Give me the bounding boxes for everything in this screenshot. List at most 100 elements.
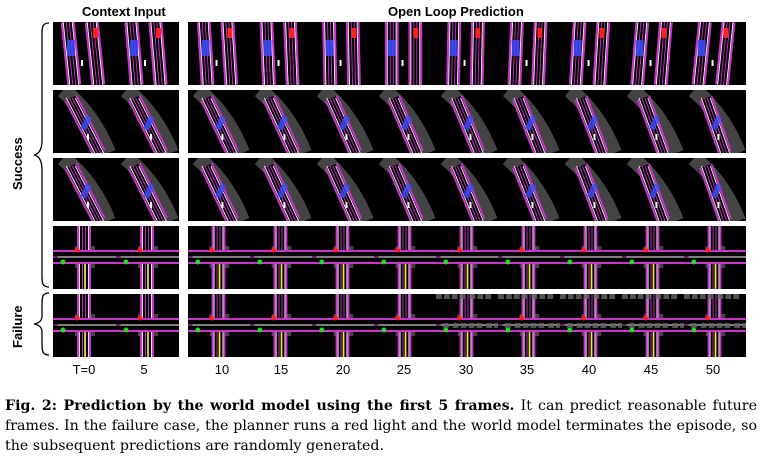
bev-frame [374, 226, 436, 289]
frame-image [254, 158, 312, 221]
frame-image [498, 294, 560, 357]
failure-brace [33, 292, 50, 356]
frame-image [384, 22, 423, 85]
time-label: 20 [335, 362, 351, 377]
frame-image [120, 158, 179, 221]
success-brace [33, 22, 50, 288]
figure-caption: Fig. 2: Prediction by the world model us… [5, 396, 757, 456]
time-label: 10 [214, 362, 230, 377]
time-label: 30 [458, 362, 474, 377]
frame-image [124, 22, 168, 85]
bev-frame [684, 158, 746, 221]
bev-frame [374, 90, 436, 153]
frame-image [626, 90, 684, 153]
frame-image [116, 294, 179, 357]
bev-frame [188, 22, 250, 85]
context-block [53, 294, 179, 357]
frame-image [57, 158, 116, 221]
frame-image [188, 294, 250, 357]
bev-frame [312, 158, 374, 221]
time-label: 15 [273, 362, 289, 377]
frame-image [436, 226, 498, 289]
bev-frame [560, 226, 622, 289]
bev-frame [250, 22, 312, 85]
frame-image [688, 90, 746, 153]
bev-frame [560, 22, 622, 85]
frame-image [446, 22, 485, 85]
frame-image [120, 90, 179, 153]
caption-text: It can predict reasonable future frames.… [5, 398, 757, 454]
frame-image [568, 22, 611, 85]
frame-image [250, 226, 312, 289]
bev-frame [188, 158, 250, 221]
bev-frame [436, 90, 498, 153]
context-block [53, 22, 179, 85]
bev-frame [250, 226, 312, 289]
bev-frame [250, 158, 312, 221]
frame-image [691, 22, 736, 85]
frame-image [502, 90, 560, 153]
frame-image [250, 294, 312, 357]
frame-image [374, 226, 436, 289]
time-axis: T=0 5 10 15 20 25 30 35 40 45 50 [0, 362, 764, 378]
context-input-header: Context Input [82, 4, 166, 19]
bev-frame [684, 90, 746, 153]
bev-frame [436, 22, 498, 85]
frame-image [630, 22, 673, 85]
frame-image [254, 90, 312, 153]
bev-frame [188, 90, 250, 153]
frame-image [53, 226, 116, 289]
bev-frame [684, 294, 746, 357]
prediction-block [188, 226, 746, 289]
bev-frame [622, 294, 684, 357]
bev-frame [498, 22, 560, 85]
frame-image [312, 226, 374, 289]
frame-image [316, 90, 374, 153]
bev-frame [312, 90, 374, 153]
bev-frame [436, 158, 498, 221]
frame-image [622, 226, 684, 289]
frame-image [57, 90, 116, 153]
bev-frame [250, 294, 312, 357]
frame-image [498, 226, 560, 289]
success-label: Success [10, 137, 25, 190]
bev-frame [53, 22, 116, 85]
frame-image [507, 22, 548, 85]
bev-frame [622, 158, 684, 221]
bev-frame [53, 90, 116, 153]
bev-frame [312, 22, 374, 85]
time-label: T=0 [72, 362, 96, 377]
bev-frame [53, 226, 116, 289]
bev-frame [374, 158, 436, 221]
frame-image [564, 158, 622, 221]
bev-frame [53, 158, 116, 221]
bev-frame [498, 294, 560, 357]
caption-figure-label: Fig. 2: Prediction by the world model us… [5, 398, 515, 414]
time-label: 40 [581, 362, 597, 377]
bev-frame [436, 294, 498, 357]
prediction-block [188, 294, 746, 357]
frame-image [116, 226, 179, 289]
frame-image [502, 158, 560, 221]
frame-image [440, 90, 498, 153]
bev-frame [498, 90, 560, 153]
time-label: 5 [140, 362, 148, 377]
frame-image [688, 158, 746, 221]
prediction-block [188, 90, 746, 153]
frame-image [440, 158, 498, 221]
frame-image [192, 158, 250, 221]
bev-frame [560, 158, 622, 221]
bev-frame [622, 22, 684, 85]
frame-image [374, 294, 436, 357]
bev-frame [188, 226, 250, 289]
bev-frame [188, 294, 250, 357]
bev-frame [622, 226, 684, 289]
bev-frame [312, 294, 374, 357]
frame-image [564, 90, 622, 153]
prediction-block [188, 158, 746, 221]
time-label: 35 [519, 362, 535, 377]
bev-frame [53, 294, 116, 357]
frame-image [684, 294, 746, 357]
bev-frame [684, 22, 746, 85]
bev-frame [436, 226, 498, 289]
